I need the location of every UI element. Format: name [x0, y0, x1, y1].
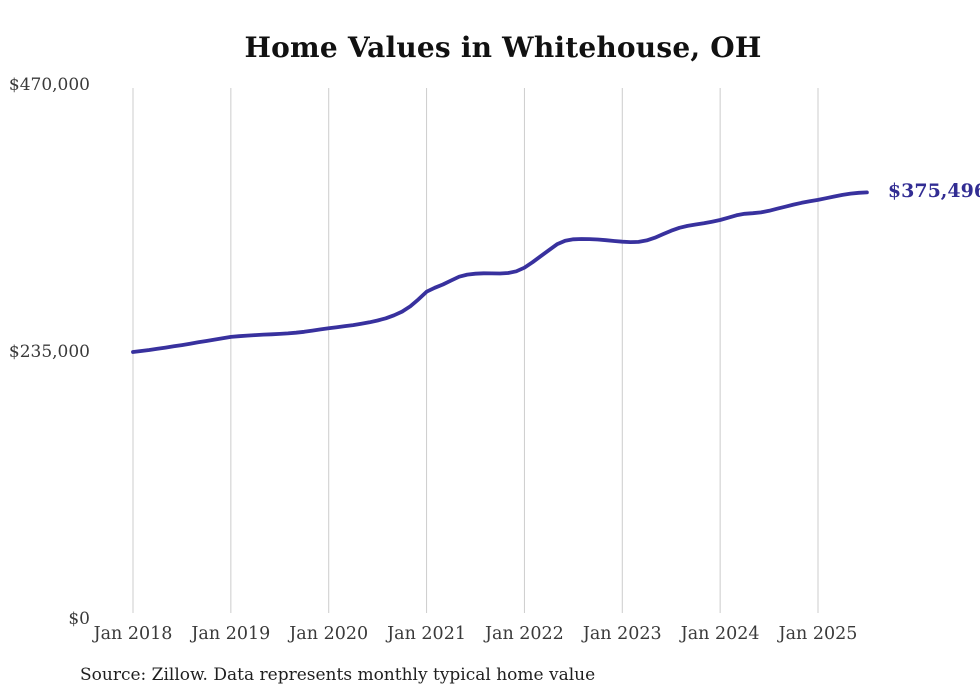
x-axis-tick-label: Jan 2018: [93, 624, 173, 644]
home-value-line: [131, 190, 869, 354]
x-axis-tick-label: Jan 2022: [485, 624, 564, 644]
x-axis-tick-label: Jan 2019: [191, 624, 271, 644]
y-axis-tick-label: $470,000: [8, 75, 90, 95]
y-axis-tick-label: $0: [68, 609, 90, 629]
x-axis-tick-label: Jan 2025: [778, 624, 858, 644]
source-note: Source: Zillow. Data represents monthly …: [80, 665, 596, 685]
x-axis-tick-label: Jan 2024: [680, 624, 760, 644]
chart-title: Home Values in Whitehouse, OH: [244, 31, 762, 64]
x-axis-tick-label: Jan 2023: [582, 624, 662, 644]
y-axis-tick-label: $235,000: [8, 342, 90, 362]
x-axis-tick-label: Jan 2021: [387, 624, 466, 644]
x-axis-tick-label: Jan 2020: [289, 624, 369, 644]
latest-value-label: $375,496: [887, 180, 980, 203]
